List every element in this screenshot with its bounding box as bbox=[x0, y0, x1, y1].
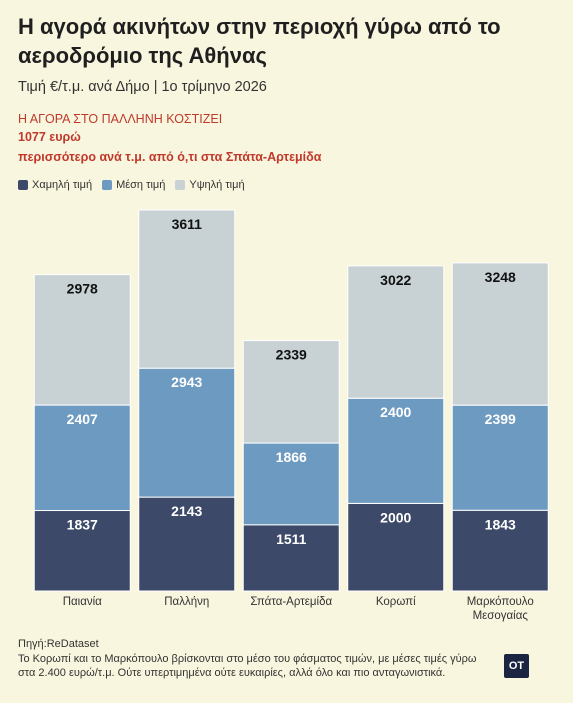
highlight-line-3: περισσότερο ανά τ.μ. από ό,τι στα Σπάτα-… bbox=[18, 150, 322, 164]
legend-item-high: Υψηλή τιμή bbox=[175, 179, 245, 191]
category-label: Μαρκόπουλο Μεσογαίας bbox=[467, 596, 534, 622]
bar-segment-low bbox=[242, 524, 340, 592]
bar-segment-high bbox=[33, 274, 131, 406]
bar-segment-high bbox=[451, 262, 549, 406]
data-label-high: 3248 bbox=[485, 269, 516, 285]
bar-segment-high bbox=[138, 209, 236, 369]
data-label-low: 2143 bbox=[171, 503, 202, 519]
highlight-line-2: 1077 ευρώ bbox=[18, 130, 81, 144]
data-label-mid: 1866 bbox=[276, 449, 307, 465]
data-label-high: 2978 bbox=[67, 281, 98, 297]
data-label-low: 1837 bbox=[67, 517, 98, 533]
category-label: Σπάτα-Αρτεμίδα bbox=[250, 596, 332, 608]
bar-segment-mid bbox=[347, 397, 445, 504]
category-label: Παιανία bbox=[63, 596, 102, 608]
bar-segment-low bbox=[347, 502, 445, 592]
bar-segment-high bbox=[242, 340, 340, 444]
source-text: Πηγή:ReDataset bbox=[18, 638, 99, 650]
data-label-mid: 2399 bbox=[485, 411, 516, 427]
highlight-line-1: Η ΑΓΟΡΑ ΣΤΟ ΠΑΛΛΗΝΗ ΚΟΣΤΙΖΕΙ bbox=[18, 112, 223, 126]
legend-label-high: Υψηλή τιμή bbox=[189, 179, 245, 191]
bar-segment-high bbox=[347, 265, 445, 399]
legend-swatch-low bbox=[18, 180, 28, 190]
footnote-text: Το Κορωπί και το Μαρκόπουλο βρίσκονται σ… bbox=[18, 653, 477, 679]
legend-label-mid: Μέση τιμή bbox=[116, 179, 166, 191]
chart-legend: Χαμηλή τιμή Μέση τιμή Υψηλή τιμή bbox=[18, 179, 245, 191]
legend-swatch-mid bbox=[102, 180, 113, 190]
bar-segment-mid bbox=[138, 367, 236, 498]
data-label-mid: 2407 bbox=[67, 411, 98, 427]
category-label: Παλλήνη bbox=[164, 596, 209, 608]
category-label: Κορωπί bbox=[376, 596, 416, 608]
data-label-low: 2000 bbox=[380, 509, 411, 525]
legend-label-low: Χαμηλή τιμή bbox=[32, 179, 93, 191]
data-label-low: 1843 bbox=[485, 516, 516, 532]
data-label-high: 3611 bbox=[172, 216, 203, 232]
bar-segment-mid bbox=[33, 404, 131, 512]
data-label-mid: 2400 bbox=[380, 404, 411, 420]
data-label-high: 2339 bbox=[276, 347, 307, 363]
data-label-low: 1511 bbox=[276, 531, 307, 547]
data-label-mid: 2943 bbox=[171, 374, 202, 390]
bar-segment-low bbox=[138, 496, 236, 592]
legend-item-mid: Μέση τιμή bbox=[102, 179, 165, 191]
bar-segment-mid bbox=[242, 442, 340, 526]
publisher-logo: OT bbox=[504, 654, 529, 678]
data-label-high: 3022 bbox=[380, 272, 411, 288]
legend-swatch-high bbox=[175, 180, 186, 190]
page-title: Η αγορά ακινήτων στην περιοχή γύρω από τ… bbox=[18, 14, 501, 68]
bar-segment-low bbox=[33, 510, 131, 592]
legend-item-low: Χαμηλή τιμή bbox=[18, 179, 92, 191]
page-subtitle: Τιμή €/τ.μ. ανά Δήμο | 1ο τρίμηνο 2026 bbox=[18, 79, 267, 95]
